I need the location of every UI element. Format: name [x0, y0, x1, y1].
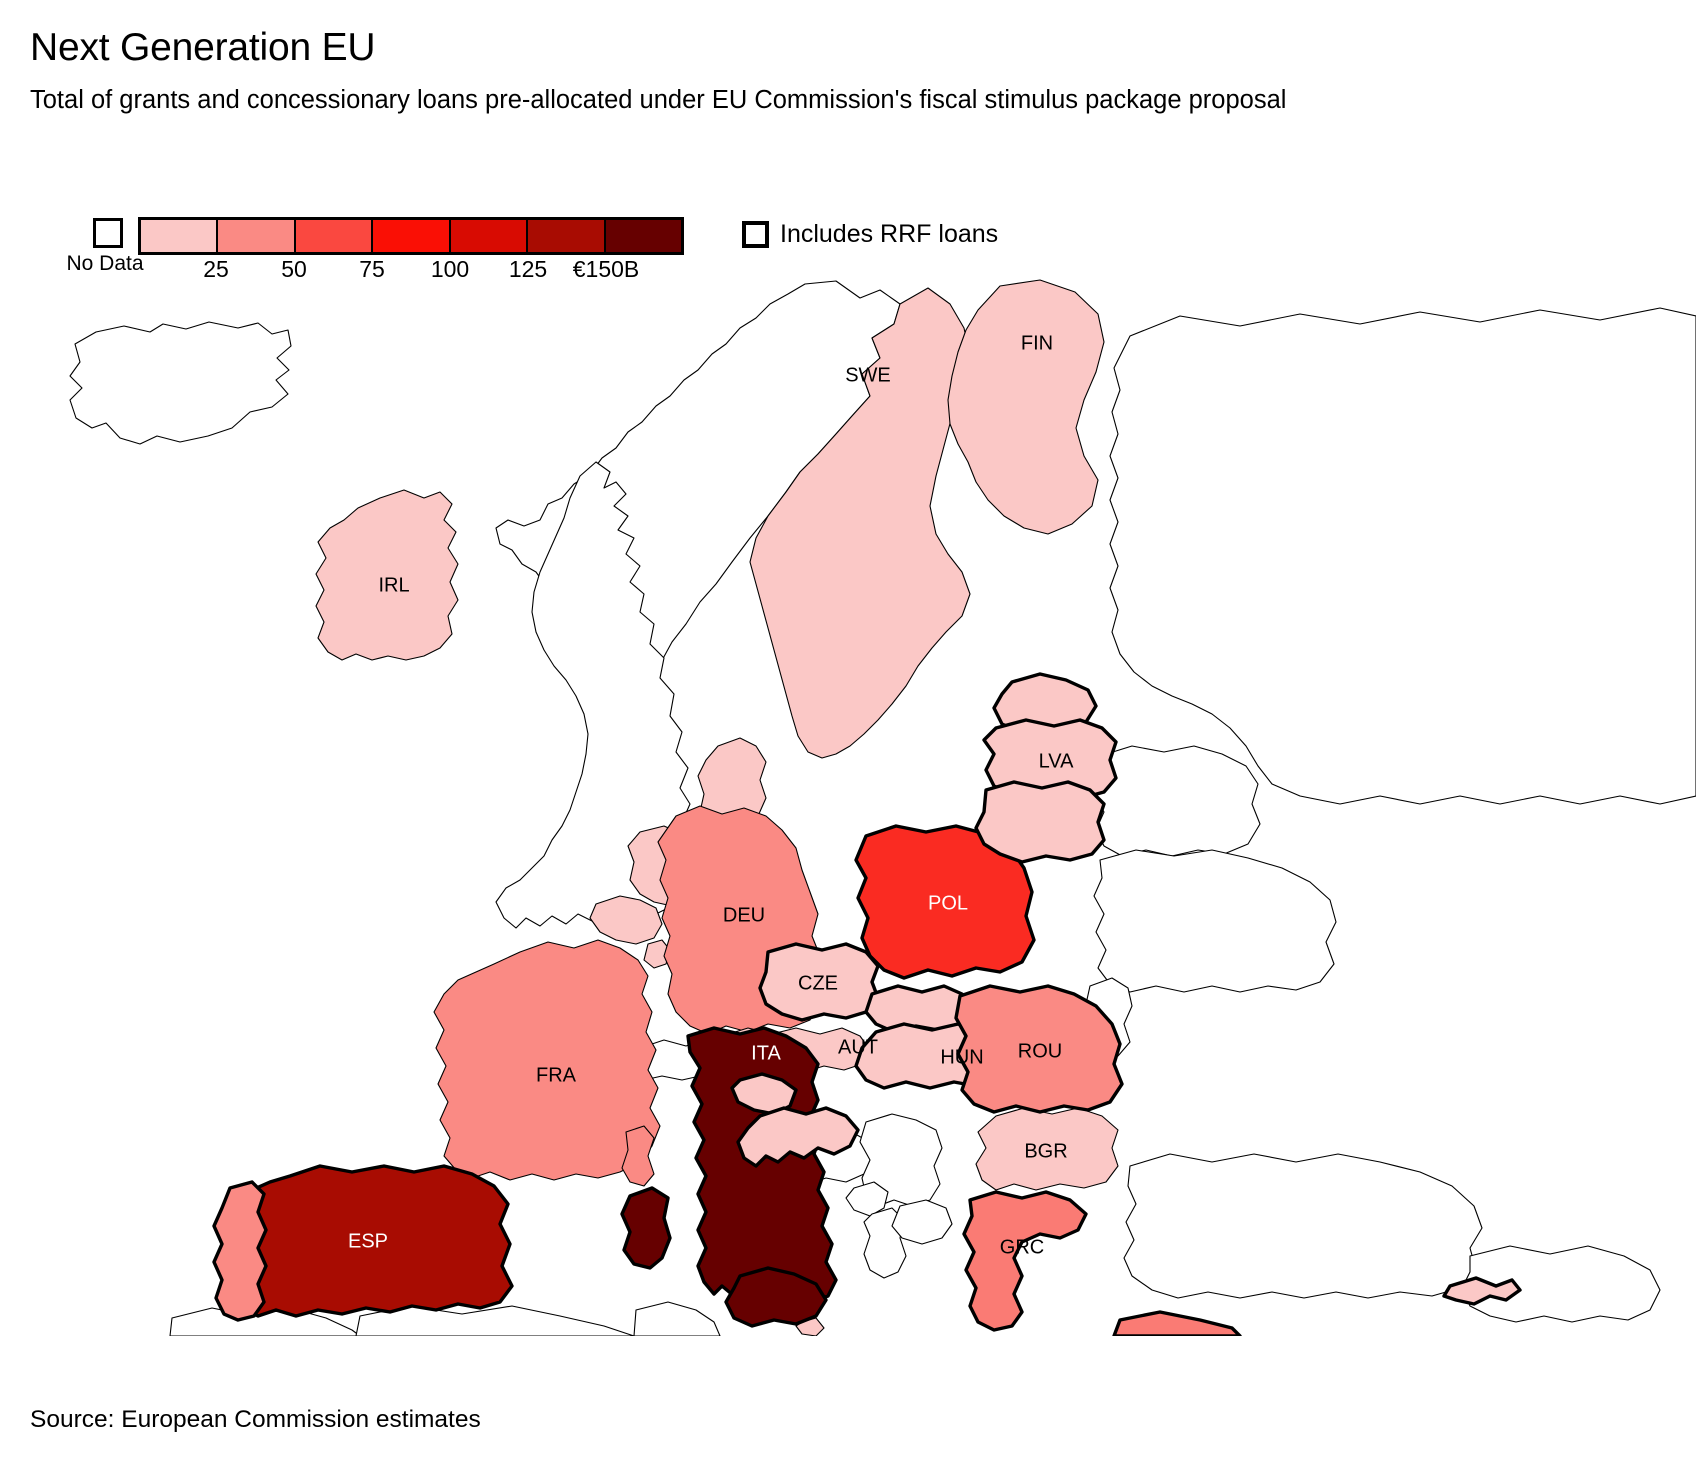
- country-prt[interactable]: [212, 1180, 268, 1322]
- country-fin[interactable]: [947, 279, 1105, 535]
- country-grc[interactable]: [1112, 1310, 1242, 1336]
- country-ita[interactable]: [620, 1186, 672, 1270]
- legend-gradient-bar: [138, 217, 684, 255]
- country-mkd[interactable]: [891, 1199, 953, 1245]
- legend-color-scale: 25 50 75 100 125 €150B: [138, 217, 684, 286]
- country-lux[interactable]: [643, 939, 671, 969]
- country-esp[interactable]: [224, 1164, 514, 1318]
- country-hrv[interactable]: [736, 1106, 860, 1168]
- legend-band-6: [528, 220, 606, 252]
- page-title: Next Generation EU: [30, 26, 376, 69]
- chart-subtitle: Total of grants and concessionary loans …: [30, 85, 1287, 114]
- legend-tick-4: 100: [430, 256, 470, 282]
- chart-header: Next Generation EU Total of grants and c…: [0, 0, 1696, 118]
- legend-tick-1: 25: [203, 256, 229, 282]
- country-isl[interactable]: [69, 321, 292, 445]
- legend-tick-2: 50: [281, 256, 307, 282]
- map-legend: No Data 25 50 75 100 125 €150B Includes RRF l…: [30, 212, 1670, 282]
- legend-tick-5: 125: [508, 256, 548, 282]
- legend-no-data: No Data: [58, 218, 158, 276]
- legend-band-7: [605, 220, 681, 252]
- country-blr[interactable]: [1093, 745, 1261, 857]
- map-svg: ITAESPPOLFRADEUGRCROUHUNCZEAUTBGRSWEFINI…: [69, 279, 1696, 1336]
- country-cze[interactable]: [758, 942, 880, 1022]
- no-data-label: No Data: [66, 252, 144, 275]
- country-cyp[interactable]: [1442, 1276, 1522, 1306]
- country-bgr[interactable]: [975, 1107, 1119, 1191]
- country-ita[interactable]: [724, 1266, 828, 1328]
- country-bel[interactable]: [589, 895, 663, 945]
- country-ita[interactable]: [686, 1026, 838, 1304]
- country-fra[interactable]: [621, 1125, 655, 1187]
- legend-band-3: [295, 220, 374, 252]
- legend-band-5: [450, 220, 529, 252]
- country-tun[interactable]: [633, 1301, 721, 1336]
- source-note: Source: European Commission estimates: [30, 1406, 481, 1433]
- rrf-label: Includes RRF loans: [780, 220, 999, 248]
- country-ltu[interactable]: [974, 780, 1106, 864]
- country-rus[interactable]: [1109, 307, 1696, 805]
- country-rou[interactable]: [954, 984, 1124, 1114]
- legend-band-1: [141, 220, 219, 252]
- country-fra[interactable]: [433, 939, 661, 1181]
- legend-band-4: [373, 220, 451, 252]
- legend-tick-labels: 25 50 75 100 125 €150B: [138, 256, 684, 286]
- legend-tick-3: 75: [359, 256, 385, 282]
- country-tur[interactable]: [1123, 1153, 1483, 1299]
- rrf-outline-swatch: [742, 221, 769, 248]
- country-swe[interactable]: [749, 287, 971, 759]
- country-shapes: [69, 279, 1696, 1336]
- country-ukr[interactable]: [1093, 849, 1337, 993]
- country-grc[interactable]: [962, 1190, 1088, 1332]
- country-irl[interactable]: [315, 489, 459, 661]
- no-data-swatch: [93, 218, 123, 248]
- europe-choropleth-map: ITA ESP POL FRA DEU GRC ROU HUN CZE AUT BGR SWE FIN I…: [0, 276, 1696, 1336]
- legend-band-2: [218, 220, 296, 252]
- legend-rrf-note: Includes RRF loans: [742, 220, 998, 249]
- legend-tick-6: €150B: [572, 256, 640, 282]
